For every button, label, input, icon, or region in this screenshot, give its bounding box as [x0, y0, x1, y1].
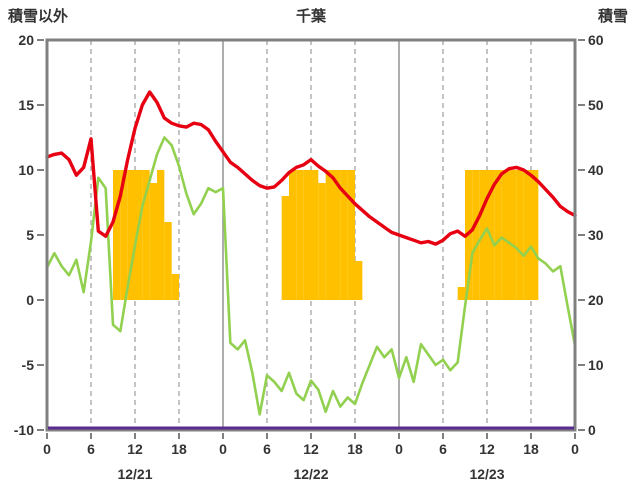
left-axis-title: 積雪以外: [8, 8, 69, 25]
chart-frame: [45, 38, 577, 432]
sunshine-bar: [531, 170, 539, 300]
hour-tick-label: 6: [87, 441, 95, 457]
right-tick-label: 50: [588, 97, 604, 113]
right-tick-label: 20: [588, 292, 604, 308]
right-tick-label: 0: [588, 422, 596, 438]
sunshine-bar: [494, 170, 502, 300]
hour-tick-label: 0: [395, 441, 403, 457]
sunshine-bar: [523, 170, 531, 300]
sunshine-bar: [355, 261, 363, 300]
sunshine-bar: [318, 183, 326, 300]
sunshine-bar: [325, 170, 333, 300]
sunshine-bar: [333, 170, 341, 300]
left-tick-label: 15: [18, 97, 34, 113]
sunshine-bar: [303, 170, 311, 300]
left-tick-label: 0: [26, 292, 34, 308]
right-tick-label: 40: [588, 162, 604, 178]
sunshine-bar: [113, 170, 121, 300]
date-label: 12/22: [293, 466, 328, 482]
sunshine-bar: [149, 183, 157, 300]
left-tick-label: 5: [26, 227, 34, 243]
sunshine-bar: [347, 170, 355, 300]
hour-tick-label: 18: [171, 441, 187, 457]
hour-tick-label: 18: [347, 441, 363, 457]
sunshine-bar: [457, 287, 465, 300]
sunshine-bar: [135, 170, 143, 300]
date-label: 12/21: [117, 466, 152, 482]
sunshine-bar: [509, 170, 517, 300]
sunshine-bar: [164, 222, 172, 300]
left-tick-label: 20: [18, 32, 34, 48]
sunshine-bar: [281, 196, 289, 300]
sunshine-bar: [171, 274, 179, 300]
sunshine-bar: [501, 170, 509, 300]
chart-title: 千葉: [295, 8, 327, 25]
right-axis-title: 積雪: [597, 8, 628, 25]
hour-tick-label: 0: [571, 441, 579, 457]
left-tick-label: -5: [22, 357, 35, 373]
hour-tick-label: 12: [127, 441, 143, 457]
hour-tick-label: 6: [439, 441, 447, 457]
sunshine-bar: [340, 170, 348, 300]
right-tick-label: 60: [588, 32, 604, 48]
hour-tick-label: 0: [219, 441, 227, 457]
hour-tick-label: 18: [523, 441, 539, 457]
red-line: [45, 90, 577, 246]
date-label: 12/23: [469, 466, 504, 482]
sunshine-bar: [142, 170, 150, 300]
sunshine-bar: [311, 170, 319, 300]
right-tick-label: 30: [588, 227, 604, 243]
sunshine-bar: [127, 170, 135, 300]
sunshine-bar: [157, 170, 165, 300]
hour-tick-label: 6: [263, 441, 271, 457]
sunshine-bar: [472, 170, 480, 300]
right-tick-label: 10: [588, 357, 604, 373]
hour-tick-label: 12: [303, 441, 319, 457]
hour-tick-label: 12: [479, 441, 495, 457]
left-tick-label: 10: [18, 162, 34, 178]
sunshine-bar: [296, 170, 304, 300]
hour-tick-label: 0: [43, 441, 51, 457]
sunshine-bar: [120, 170, 128, 300]
sunshine-bar: [289, 170, 297, 300]
sunshine-bar: [516, 170, 524, 300]
green-line: [45, 136, 577, 416]
left-tick-label: -10: [14, 422, 34, 438]
